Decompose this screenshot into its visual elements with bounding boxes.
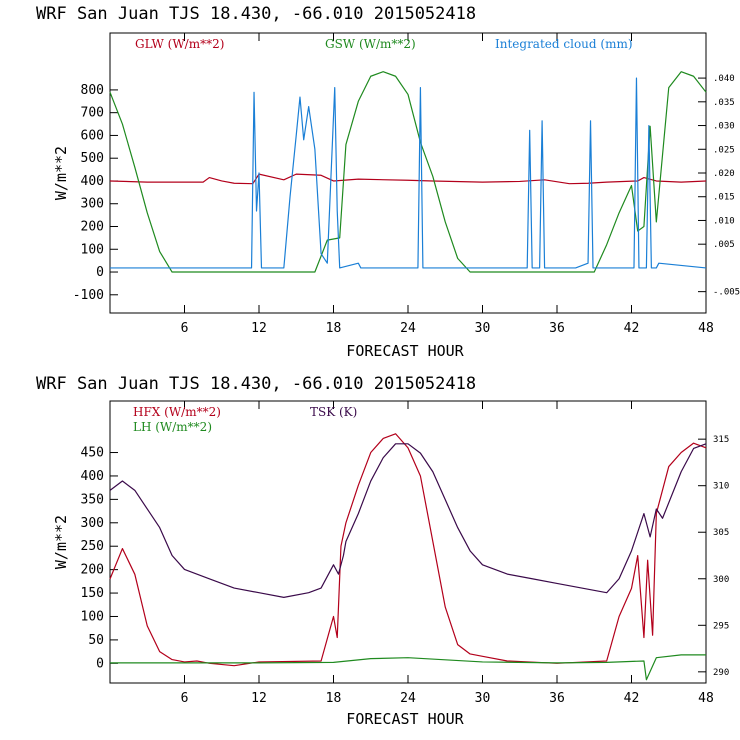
y-tick-label: 100 — [81, 609, 104, 624]
y2-tick-label: 310 — [713, 482, 729, 492]
y-tick-label: 200 — [81, 219, 104, 234]
x-tick-label: 18 — [326, 321, 342, 336]
top-y-ticks: -100 0 100 200 300 400 500 600 700 800 — [73, 83, 118, 303]
x-tick-label: 24 — [400, 691, 416, 706]
x-tick-label: 48 — [698, 691, 714, 706]
x-tick-label: 48 — [698, 321, 714, 336]
legend-tsk: TSK (K) — [310, 405, 357, 419]
series-line-tsk — [109, 443, 707, 598]
y2-tick-label: 305 — [713, 528, 729, 538]
x-tick-label: 12 — [251, 691, 267, 706]
y-tick-label: -100 — [73, 288, 104, 303]
y2-tick-label: .020 — [713, 169, 735, 179]
y2-tick-label: .040 — [713, 74, 735, 84]
bottom-y-axis-label: W/m**2 — [52, 515, 70, 569]
y-tick-label: 100 — [81, 242, 104, 257]
legend-hfx: HFX (W/m**2) — [133, 405, 221, 419]
x-tick-label: 18 — [326, 691, 342, 706]
top-x-ticks: 12 18 24 30 36 42 48 6 — [181, 33, 714, 336]
y-tick-label: 500 — [81, 151, 104, 166]
bottom-chart: WRF San Juan TJS 18.430, -66.010 2015052… — [36, 374, 729, 728]
y-tick-label: 250 — [81, 539, 104, 554]
x-tick-label: 36 — [549, 321, 565, 336]
bottom-x-ticks: 6 12 18 24 30 36 42 48 — [181, 401, 714, 706]
x-tick-label: 42 — [624, 321, 640, 336]
y-tick-label: 150 — [81, 586, 104, 601]
y2-tick-label: .035 — [713, 98, 735, 108]
x-tick-label: 30 — [475, 321, 491, 336]
y-tick-label: 200 — [81, 563, 104, 578]
bottom-x-axis-label: FORECAST HOUR — [346, 710, 464, 728]
y-tick-label: 300 — [81, 516, 104, 531]
x-tick-label: 6 — [181, 691, 189, 706]
x-tick-label: 36 — [549, 691, 565, 706]
legend-cloud: Integrated cloud (mm) — [495, 37, 633, 51]
legend-gsw: GSW (W/m**2) — [325, 37, 416, 51]
y2-tick-label: .030 — [713, 122, 735, 132]
y-tick-label: 400 — [81, 469, 104, 484]
y2-tick-label: 290 — [713, 668, 729, 678]
series-line-integrated — [110, 77, 707, 269]
bottom-y2-ticks: 290 295 300 305 310 315 — [698, 435, 729, 678]
x-tick-label: 42 — [624, 691, 640, 706]
top-series — [109, 71, 707, 273]
y-tick-label: 800 — [81, 83, 104, 98]
legend-glw: GLW (W/m**2) — [135, 37, 224, 51]
y-tick-label: 0 — [96, 656, 104, 671]
x-tick-label: 24 — [400, 321, 416, 336]
y2-tick-label: .010 — [713, 216, 735, 226]
x-tick-label: 12 — [251, 321, 267, 336]
series-line-glw — [109, 173, 707, 185]
y-tick-label: 700 — [81, 106, 104, 121]
top-chart: WRF San Juan TJS 18.430, -66.010 2015052… — [36, 4, 740, 360]
x-tick-label: 30 — [475, 691, 491, 706]
top-y2-ticks: -.005 .005 .010 .015 .020 .025 .030 .035 .040 — [698, 74, 740, 298]
top-plot-frame — [109, 32, 707, 314]
x-tick-label: 6 — [181, 321, 189, 336]
y2-tick-label: 315 — [713, 435, 729, 445]
y-tick-label: 400 — [81, 174, 104, 189]
y2-tick-label: .005 — [713, 240, 735, 250]
series-line-gsw — [109, 71, 707, 273]
y-tick-label: 50 — [88, 633, 104, 648]
y-tick-label: 600 — [81, 128, 104, 143]
y2-tick-label: 300 — [713, 575, 729, 585]
legend-lh: LH (W/m**2) — [133, 420, 212, 434]
y-tick-label: 350 — [81, 492, 104, 507]
top-x-axis-label: FORECAST HOUR — [346, 342, 464, 360]
series-line-hfx — [109, 433, 707, 667]
y2-tick-label: -.005 — [713, 288, 740, 298]
bottom-chart-title: WRF San Juan TJS 18.430, -66.010 2015052… — [36, 374, 476, 394]
top-chart-title: WRF San Juan TJS 18.430, -66.010 2015052… — [36, 4, 476, 24]
bottom-y-ticks: 0 50 100 150 200 250 300 350 400 450 — [81, 446, 118, 671]
y2-tick-label: 295 — [713, 621, 729, 631]
y-tick-label: 300 — [81, 197, 104, 212]
y-tick-label: 450 — [81, 446, 104, 461]
y-tick-label: 0 — [96, 265, 104, 280]
top-y-axis-label: W/m**2 — [52, 146, 70, 200]
bottom-series — [109, 433, 707, 681]
y2-tick-label: .015 — [713, 193, 735, 203]
y2-tick-label: .025 — [713, 145, 735, 155]
series-line-lh — [110, 654, 706, 681]
